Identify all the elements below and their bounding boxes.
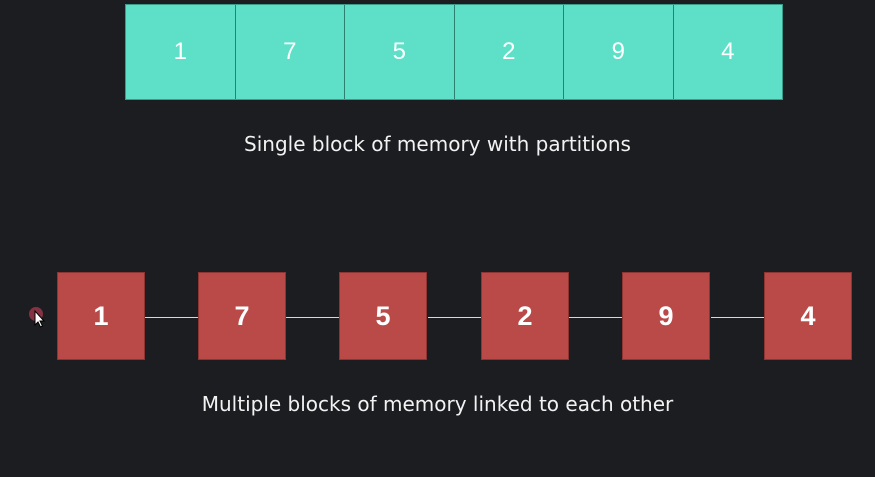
array-cell: 9 — [564, 5, 674, 99]
array-memory-block: 1 7 5 2 9 4 — [125, 4, 783, 100]
linked-list-node: 4 — [764, 272, 852, 360]
array-cell: 5 — [345, 5, 455, 99]
link-connector — [711, 317, 764, 318]
link-connector — [569, 317, 622, 318]
link-connector — [428, 317, 481, 318]
link-connector — [145, 317, 198, 318]
mouse-pointer-icon — [29, 307, 46, 328]
link-connector — [286, 317, 339, 318]
linked-list-node: 7 — [198, 272, 286, 360]
array-cell: 4 — [721, 38, 735, 65]
array-cell: 1 — [126, 5, 236, 99]
linked-list-caption: Multiple blocks of memory linked to each… — [201, 392, 674, 416]
linked-list-node: 2 — [481, 272, 569, 360]
linked-list-node: 9 — [622, 272, 710, 360]
array-caption: Single block of memory with partitions — [244, 132, 631, 156]
array-cell: 7 — [236, 5, 345, 99]
linked-list-node: 5 — [339, 272, 427, 360]
array-cell: 2 — [455, 5, 564, 99]
linked-list-node: 1 — [57, 272, 145, 360]
